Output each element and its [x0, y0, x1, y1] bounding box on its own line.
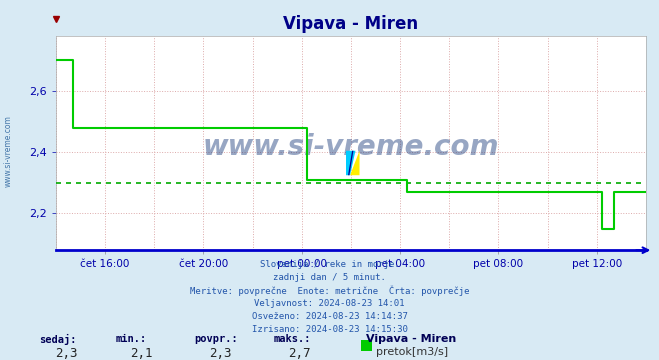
Text: www.si-vreme.com: www.si-vreme.com — [203, 134, 499, 161]
Text: povpr.:: povpr.: — [194, 334, 238, 344]
Text: Osveženo: 2024-08-23 14:14:37: Osveženo: 2024-08-23 14:14:37 — [252, 312, 407, 321]
Polygon shape — [350, 151, 360, 175]
Text: 2,3: 2,3 — [210, 347, 232, 360]
Text: 2,3: 2,3 — [55, 347, 77, 360]
Text: maks.:: maks.: — [273, 334, 311, 344]
Text: Veljavnost: 2024-08-23 14:01: Veljavnost: 2024-08-23 14:01 — [254, 299, 405, 308]
Text: Izrisano: 2024-08-23 14:15:30: Izrisano: 2024-08-23 14:15:30 — [252, 325, 407, 334]
Text: 2,1: 2,1 — [130, 347, 153, 360]
Text: sedaj:: sedaj: — [40, 334, 77, 345]
Text: zadnji dan / 5 minut.: zadnji dan / 5 minut. — [273, 273, 386, 282]
Text: www.si-vreme.com: www.si-vreme.com — [3, 115, 13, 187]
Text: Vipava - Miren: Vipava - Miren — [366, 334, 456, 344]
Polygon shape — [348, 151, 353, 175]
Text: Meritve: povprečne  Enote: metrične  Črta: povprečje: Meritve: povprečne Enote: metrične Črta:… — [190, 286, 469, 296]
Text: 2,7: 2,7 — [289, 347, 311, 360]
Text: Slovenija / reke in morje.: Slovenija / reke in morje. — [260, 260, 399, 269]
Polygon shape — [346, 151, 355, 175]
Text: pretok[m3/s]: pretok[m3/s] — [376, 347, 447, 357]
Title: Vipava - Miren: Vipava - Miren — [283, 15, 418, 33]
Text: min.:: min.: — [115, 334, 146, 344]
